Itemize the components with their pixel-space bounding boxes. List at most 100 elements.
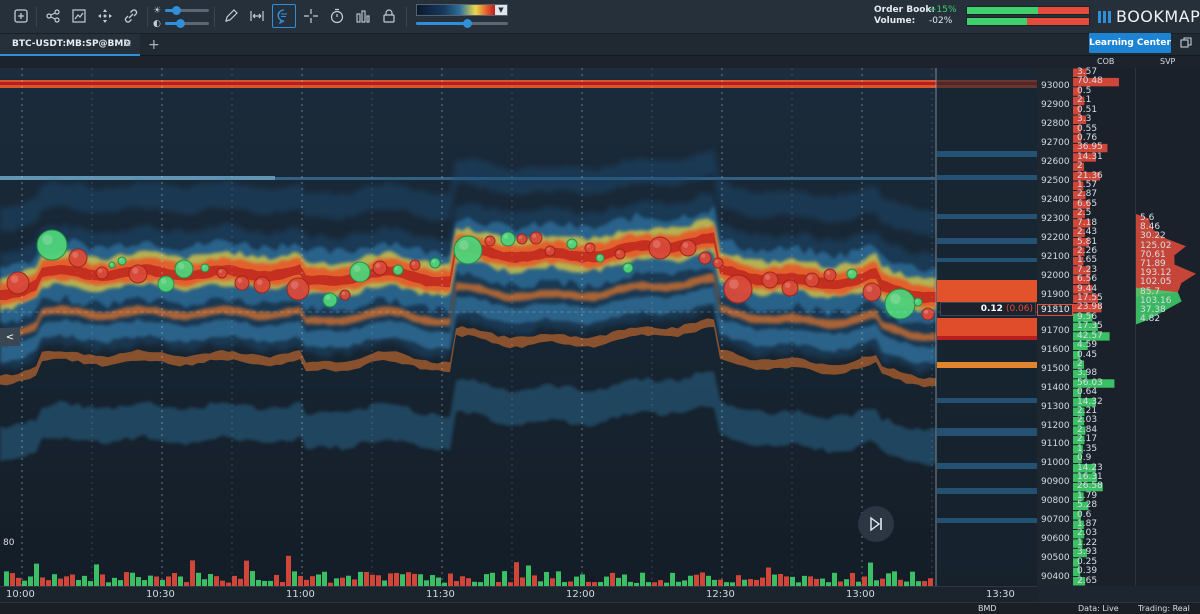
volume-bar-buy — [292, 571, 297, 586]
cob-value: 26.58 — [1077, 481, 1103, 492]
cob-value: 2.1 — [1077, 95, 1092, 106]
range-icon[interactable] — [246, 5, 268, 27]
volume-bar-sell — [754, 579, 759, 586]
add-tab-button[interactable]: + — [148, 37, 160, 53]
sell-trade-bubble — [781, 279, 799, 297]
sell-trade-bubble — [128, 264, 148, 284]
bubble-highlight — [568, 240, 573, 244]
volume-bar-buy — [322, 571, 327, 586]
heat-band-lower — [0, 318, 936, 388]
cob-bar — [1073, 96, 1085, 106]
cob-bar — [1073, 313, 1093, 322]
svp-profile — [1136, 214, 1196, 297]
time-tick: 10:00 — [6, 589, 35, 600]
volume-bar-buy — [724, 582, 729, 586]
cob-bar — [1073, 209, 1085, 219]
learning-center-button[interactable]: Learning Center — [1089, 33, 1171, 53]
volume-bar-sell — [736, 575, 741, 586]
crosshair-icon[interactable] — [300, 5, 322, 27]
share-icon[interactable] — [42, 5, 64, 27]
liquidity-heatmap[interactable] — [0, 68, 1037, 586]
close-icon[interactable]: ✕ — [123, 39, 132, 50]
volume-bar-buy — [556, 571, 561, 586]
volume-bar-sell — [100, 574, 105, 586]
bubble-highlight — [72, 251, 79, 258]
heatmap-palette-selector[interactable]: ▼ — [416, 4, 508, 16]
bubble-highlight — [616, 250, 621, 254]
cob-bar — [1073, 407, 1085, 416]
chevron-down-icon[interactable]: ▼ — [495, 5, 507, 15]
volume-bar-sell — [694, 574, 699, 586]
chat-icon[interactable] — [272, 4, 296, 28]
timer-icon[interactable] — [326, 5, 348, 27]
contrast-slider[interactable]: ◐ — [153, 18, 209, 29]
cob-bar — [1073, 341, 1088, 351]
time-tick: 12:00 — [566, 589, 595, 600]
volume-bar-sell — [214, 576, 219, 586]
order-book-imbalance-bars — [966, 6, 1090, 28]
volume-value: -02% — [929, 16, 953, 26]
volume-bar-buy — [874, 580, 879, 586]
pencil-icon[interactable] — [220, 5, 242, 27]
bubble-highlight — [353, 265, 361, 272]
bubble-highlight — [394, 266, 399, 270]
cob-bar — [1073, 398, 1096, 407]
buy-trade-bubble — [108, 261, 116, 269]
sell-trade-bubble — [823, 268, 837, 282]
tab-btc-usdt[interactable]: BTC-USDT:MB:SP@BMD ✕ — [0, 34, 140, 56]
volume-bar-sell — [784, 576, 789, 586]
volume-bar-sell — [898, 579, 903, 586]
volume-bar-buy — [196, 572, 201, 586]
current-order-book — [937, 151, 1037, 523]
cob-bar — [1073, 501, 1089, 511]
trade-bubbles — [6, 229, 935, 321]
indicators-icon[interactable] — [68, 5, 90, 27]
cob-value: 0.9 — [1077, 453, 1092, 464]
move-icon[interactable] — [94, 5, 116, 27]
svp-value: 30.22 — [1140, 231, 1166, 242]
volume-bar-sell — [508, 582, 513, 586]
cob-value: 2.21 — [1077, 406, 1098, 417]
volume-bar-sell — [406, 572, 411, 586]
jump-to-live-button[interactable] — [858, 506, 894, 542]
cob-value: 9.56 — [1077, 311, 1098, 322]
brightness-slider[interactable]: ☀ — [153, 5, 209, 16]
cob-value: 1.22 — [1077, 537, 1098, 548]
collapse-panel-button[interactable]: < — [0, 328, 20, 346]
volume-bar-sell — [328, 582, 333, 586]
chart-settings-icon[interactable] — [352, 5, 374, 27]
cob-value: 5.81 — [1077, 236, 1098, 247]
lock-icon[interactable] — [378, 5, 400, 27]
svp-header: SVP — [1160, 57, 1176, 66]
restore-window-icon[interactable] — [1180, 37, 1192, 52]
cob-bar — [1073, 275, 1090, 285]
volume-bar-sell — [364, 571, 369, 586]
cob-bar — [1073, 558, 1080, 567]
sell-trade-bubble — [68, 248, 88, 268]
book-level — [937, 362, 1037, 368]
sell-trade-bubble — [698, 251, 712, 265]
volume-bar-buy — [346, 575, 351, 586]
order-book-bar — [966, 6, 1090, 15]
cob-bar — [1073, 454, 1082, 464]
volume-bar-sell — [610, 572, 615, 586]
palette-zoom-slider[interactable] — [416, 18, 508, 29]
zoom-in-icon[interactable] — [10, 5, 32, 27]
bubble-highlight — [202, 265, 206, 268]
book-level — [937, 336, 1037, 340]
buy-trade-bubble — [157, 275, 175, 293]
price-tick: 93000 — [1041, 81, 1070, 91]
cob-value: 2.26 — [1077, 245, 1098, 256]
volume-bar-buy — [790, 576, 795, 586]
volume-bar-buy — [268, 580, 273, 586]
cob-value: 2.65 — [1077, 575, 1098, 586]
volume-bar-buy — [316, 574, 321, 586]
cob-value: 2.43 — [1077, 227, 1098, 238]
link-icon[interactable] — [120, 5, 142, 27]
book-level — [937, 214, 1037, 219]
heatmap-bands — [0, 149, 936, 467]
cob-value: 0.6 — [1077, 509, 1092, 520]
volume-bar-buy — [706, 575, 711, 586]
volume-bar-sell — [520, 577, 525, 586]
